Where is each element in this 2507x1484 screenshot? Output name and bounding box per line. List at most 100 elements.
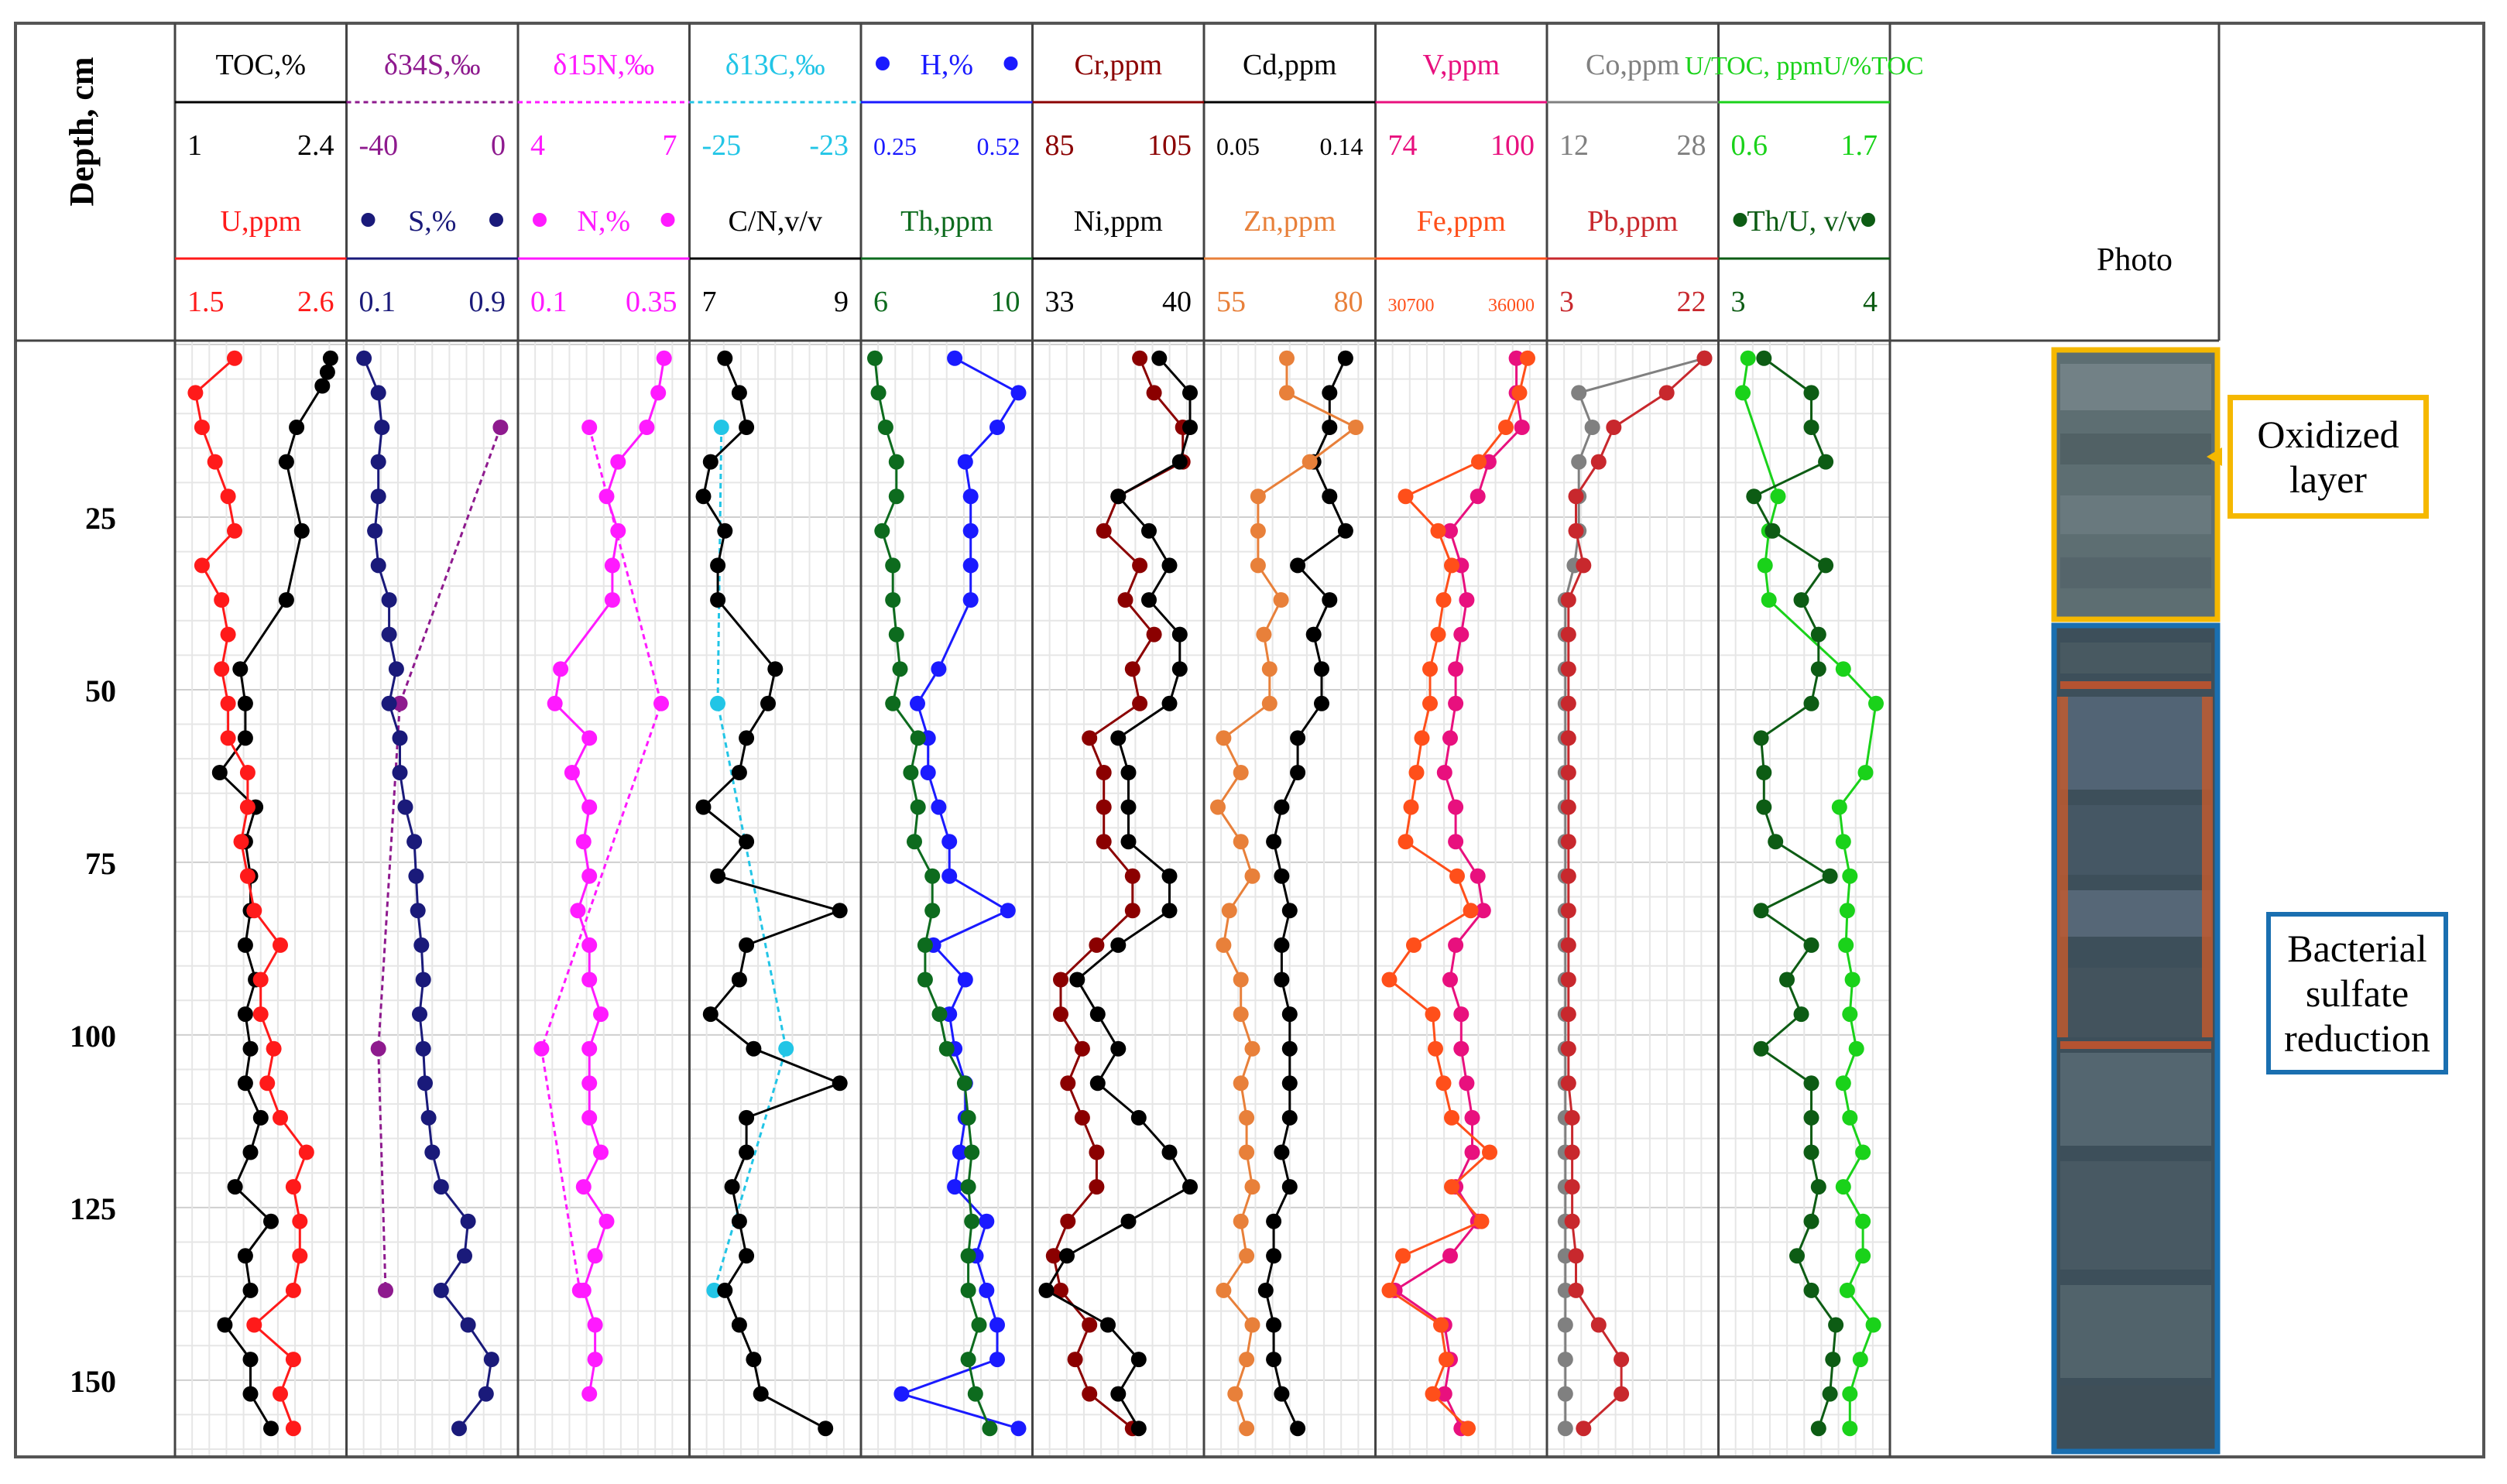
data-point bbox=[381, 592, 397, 608]
data-point bbox=[938, 1040, 955, 1057]
data-point bbox=[285, 1421, 301, 1437]
data-point bbox=[1436, 765, 1452, 780]
series-Fe bbox=[1381, 350, 1535, 1437]
data-point bbox=[1828, 1317, 1844, 1333]
data-point bbox=[1171, 454, 1188, 470]
data-point bbox=[1089, 1179, 1105, 1195]
data-point bbox=[724, 1179, 740, 1195]
series-δ34S bbox=[370, 420, 509, 1298]
data-point bbox=[962, 592, 979, 608]
data-point bbox=[931, 799, 947, 815]
data-point bbox=[581, 730, 598, 746]
data-point bbox=[392, 695, 408, 711]
data-point bbox=[1560, 937, 1576, 953]
data-point bbox=[581, 1075, 598, 1092]
data-point bbox=[1233, 765, 1249, 780]
series-line bbox=[540, 427, 663, 1291]
data-point bbox=[1348, 420, 1364, 435]
data-point bbox=[1857, 765, 1874, 780]
series-C/N bbox=[695, 350, 848, 1437]
data-point bbox=[1132, 557, 1148, 574]
data-point bbox=[1453, 1006, 1470, 1023]
data-point bbox=[1381, 972, 1398, 988]
data-point bbox=[1381, 1282, 1398, 1298]
annotation-arrowhead bbox=[2207, 447, 2222, 466]
data-point bbox=[1448, 661, 1464, 677]
data-point bbox=[931, 661, 947, 677]
data-point bbox=[1560, 730, 1576, 746]
bottom-axis-min: 7 bbox=[702, 286, 717, 318]
series-line bbox=[712, 427, 787, 1291]
data-point bbox=[874, 523, 890, 539]
core-texture bbox=[2060, 1386, 2211, 1440]
data-point bbox=[1568, 523, 1584, 539]
data-point bbox=[610, 523, 626, 539]
data-point bbox=[1132, 695, 1148, 711]
data-point bbox=[1096, 523, 1112, 539]
top-axis-min: 0.6 bbox=[1731, 129, 1768, 162]
data-point bbox=[1161, 1144, 1178, 1160]
outer-border bbox=[14, 22, 2485, 1458]
data-point bbox=[587, 1248, 603, 1264]
data-point bbox=[1560, 834, 1576, 850]
data-point bbox=[1182, 420, 1198, 435]
data-point bbox=[731, 1317, 747, 1333]
data-point bbox=[1449, 868, 1465, 884]
data-point bbox=[417, 1075, 433, 1092]
data-point bbox=[370, 454, 386, 470]
data-point bbox=[746, 1040, 762, 1057]
core-texture bbox=[2060, 805, 2211, 875]
data-point bbox=[956, 1075, 972, 1092]
data-point bbox=[1314, 661, 1329, 677]
data-point bbox=[598, 488, 615, 505]
data-point bbox=[370, 557, 386, 574]
data-point bbox=[1459, 1075, 1475, 1092]
data-point bbox=[1244, 868, 1260, 884]
series-line bbox=[897, 357, 1020, 1430]
data-point bbox=[888, 488, 904, 505]
data-point bbox=[1210, 799, 1226, 815]
data-point bbox=[1810, 661, 1826, 677]
top-axis-min: -25 bbox=[702, 129, 742, 162]
data-point bbox=[232, 661, 249, 677]
data-point bbox=[1439, 1352, 1454, 1368]
data-point bbox=[731, 385, 747, 401]
data-point bbox=[962, 488, 979, 505]
data-point bbox=[322, 350, 338, 366]
data-point bbox=[1244, 1317, 1260, 1333]
bottom-axis-min: 30700 bbox=[1388, 296, 1435, 316]
core-texture bbox=[2060, 1161, 2211, 1270]
data-point bbox=[1302, 454, 1318, 470]
panel-co_pb: Co,ppm 12 28 Pb,ppm 3 22 bbox=[1547, 49, 1719, 1437]
data-point bbox=[1571, 454, 1587, 470]
data-point bbox=[1818, 454, 1834, 470]
data-point bbox=[1146, 385, 1162, 401]
data-point bbox=[1520, 350, 1535, 366]
data-point bbox=[910, 695, 925, 711]
bottom-axis-max: 0.9 bbox=[469, 286, 506, 318]
data-point bbox=[214, 592, 230, 608]
frame-lines bbox=[14, 22, 2485, 1458]
data-point bbox=[650, 385, 667, 401]
data-point bbox=[1337, 523, 1353, 539]
data-point bbox=[293, 523, 310, 539]
data-point bbox=[451, 1421, 467, 1437]
data-point bbox=[1746, 488, 1762, 505]
data-point bbox=[242, 1386, 259, 1402]
data-point bbox=[941, 868, 958, 884]
data-point bbox=[910, 730, 926, 746]
data-point bbox=[1430, 626, 1446, 643]
top-axis-max: 0.14 bbox=[1320, 132, 1363, 160]
data-point bbox=[1406, 937, 1422, 953]
data-point bbox=[1124, 868, 1140, 884]
data-point bbox=[575, 834, 592, 850]
data-point bbox=[246, 1317, 262, 1333]
data-point bbox=[1448, 834, 1464, 850]
data-point bbox=[982, 1421, 998, 1437]
data-point bbox=[1825, 1352, 1841, 1368]
core-texture bbox=[2060, 643, 2211, 673]
data-point bbox=[1475, 903, 1491, 919]
data-point bbox=[1290, 765, 1306, 780]
data-point bbox=[581, 1109, 598, 1126]
data-point bbox=[1060, 1213, 1076, 1229]
